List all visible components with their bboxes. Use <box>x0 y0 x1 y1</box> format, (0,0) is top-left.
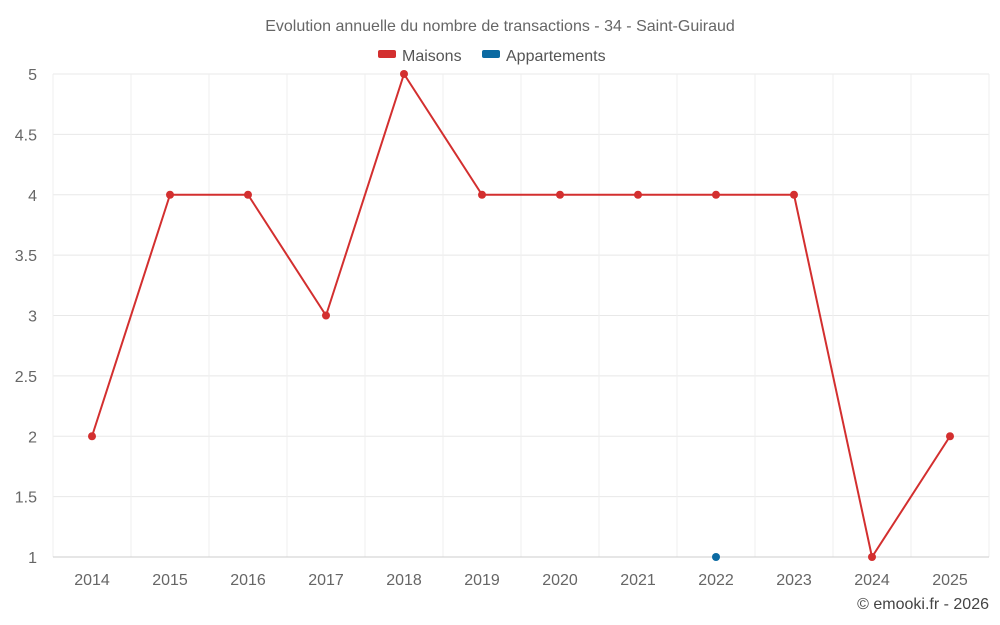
y-axis: 1 1.5 2 2.5 3 3.5 4 4.5 5 <box>15 67 37 567</box>
y-tick-label: 3 <box>28 309 37 326</box>
x-tick-label: 2019 <box>464 572 500 589</box>
y-tick-label: 5 <box>28 67 37 84</box>
legend-swatch-maisons <box>378 50 396 58</box>
data-point-appartements-2022[interactable] <box>712 553 720 561</box>
data-point-maisons-2019[interactable] <box>478 190 486 199</box>
series-layer <box>88 70 954 561</box>
data-point-maisons-2017[interactable] <box>322 311 330 320</box>
legend-item-maisons[interactable]: Maisons <box>378 48 462 65</box>
series-line-maisons <box>91 73 951 558</box>
x-tick-label: 2025 <box>932 572 968 589</box>
x-tick-label: 2017 <box>308 572 344 589</box>
data-point-maisons-2022[interactable] <box>712 190 720 199</box>
x-tick-label: 2020 <box>542 572 578 589</box>
y-tick-label: 2 <box>28 429 37 446</box>
data-point-maisons-2024[interactable] <box>868 553 876 561</box>
y-tick-label: 2.5 <box>15 369 37 386</box>
x-tick-label: 2023 <box>776 572 812 589</box>
data-point-maisons-2014[interactable] <box>88 432 96 441</box>
legend-item-appartements[interactable]: Appartements <box>482 48 606 65</box>
legend-label-maisons: Maisons <box>402 48 462 65</box>
x-tick-label: 2021 <box>620 572 656 589</box>
x-tick-label: 2018 <box>386 572 422 589</box>
data-point-maisons-2023[interactable] <box>790 190 798 199</box>
chart-title: Evolution annuelle du nombre de transact… <box>265 18 735 35</box>
x-axis: 2014 2015 2016 2017 2018 2019 2020 2021 2022 2023… <box>53 556 989 589</box>
legend-label-appartements: Appartements <box>506 48 606 65</box>
x-tick-label: 2016 <box>230 572 266 589</box>
data-point-maisons-2021[interactable] <box>634 190 642 199</box>
y-tick-label: 3.5 <box>15 248 37 265</box>
y-tick-label: 1 <box>28 550 37 567</box>
y-tick-label: 4 <box>28 188 37 205</box>
y-tick-label: 4.5 <box>15 127 37 144</box>
x-tick-label: 2015 <box>152 572 188 589</box>
data-point-maisons-2015[interactable] <box>166 190 174 199</box>
data-point-maisons-2020[interactable] <box>556 190 564 199</box>
data-point-maisons-2016[interactable] <box>244 190 252 199</box>
x-tick-label: 2024 <box>854 572 890 589</box>
x-tick-label: 2022 <box>698 572 734 589</box>
data-point-maisons-2018[interactable] <box>400 70 408 78</box>
legend-swatch-appartements <box>482 50 500 58</box>
y-tick-label: 1.5 <box>15 490 37 507</box>
credit-text: © emooki.fr - 2026 <box>857 596 989 613</box>
legend: Maisons Appartements <box>378 48 606 65</box>
x-tick-label: 2014 <box>74 572 110 589</box>
data-point-maisons-2025[interactable] <box>946 432 954 441</box>
grid <box>52 73 990 558</box>
